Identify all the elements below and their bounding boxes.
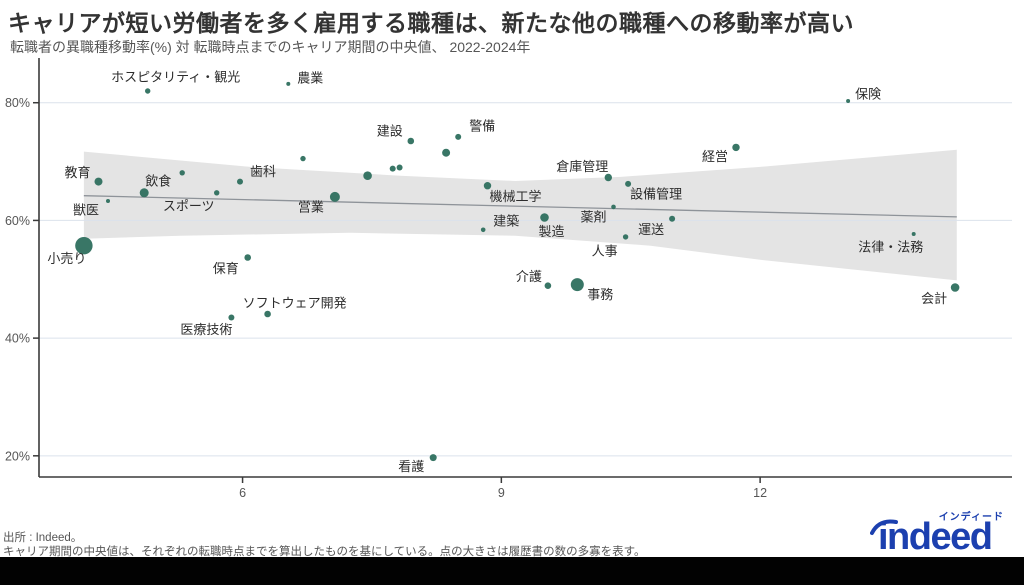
data-point <box>228 314 235 321</box>
y-tick-label: 60% <box>5 214 30 228</box>
data-point <box>483 182 492 190</box>
data-point <box>396 164 403 171</box>
data-point <box>237 178 243 185</box>
data-point <box>480 227 486 233</box>
confidence-band <box>83 149 957 281</box>
point-label: 看護 <box>398 459 424 474</box>
data-point <box>94 177 103 186</box>
data-point <box>244 254 251 261</box>
data-point <box>455 133 462 140</box>
point-label: 建築 <box>493 213 519 228</box>
point-label: 医療技術 <box>180 322 232 337</box>
data-point <box>264 310 271 318</box>
x-tick-label: 6 <box>239 486 246 500</box>
point-label: 薬剤 <box>580 209 606 224</box>
data-point <box>611 204 616 210</box>
point-label: 保険 <box>855 87 881 102</box>
data-point <box>911 232 916 236</box>
data-point <box>544 282 552 290</box>
data-point <box>669 215 676 222</box>
indeed-logo: インディード indeed <box>870 508 1006 558</box>
source-note: 出所 : Indeed。 <box>3 532 83 544</box>
data-point <box>106 199 110 203</box>
indeed-logo-arc-icon <box>870 519 898 535</box>
indeed-logo-katakana: インディード <box>938 512 1004 523</box>
data-point <box>442 148 451 157</box>
point-label: 設備管理 <box>630 186 682 201</box>
point-label: 製造 <box>538 224 564 239</box>
trend-line <box>83 195 957 218</box>
data-point <box>429 454 437 462</box>
point-label: 建設 <box>377 124 403 139</box>
data-point <box>540 213 549 222</box>
point-label: 保育 <box>213 261 239 276</box>
point-label: ホスピタリティ・観光 <box>111 70 240 85</box>
data-point <box>145 88 151 94</box>
y-tick-label: 80% <box>5 96 30 110</box>
point-label: 営業 <box>298 199 324 214</box>
data-point <box>363 171 372 180</box>
data-point <box>625 180 632 187</box>
data-point <box>329 191 340 202</box>
data-point <box>286 81 291 86</box>
point-label: スポーツ <box>163 198 215 213</box>
point-label: 人事 <box>592 243 618 258</box>
indeed-logo-wordmark: indeed <box>878 516 993 558</box>
methodology-note: キャリア期間の中央値は、それぞれの転職時点までを算出したものを基にしている。点の… <box>3 546 646 558</box>
data-point <box>214 190 220 196</box>
data-point <box>75 237 93 255</box>
point-label: 歯科 <box>250 164 276 179</box>
point-label: 小売り <box>47 251 86 266</box>
bottom-bar <box>0 557 1024 585</box>
data-point <box>179 170 185 176</box>
point-label: 法律・法務 <box>858 240 923 255</box>
data-point <box>407 137 415 145</box>
data-point <box>950 283 960 292</box>
point-label: 機械工学 <box>489 189 541 204</box>
point-label: 運送 <box>638 222 664 237</box>
point-label: 事務 <box>587 287 613 302</box>
point-label: 介護 <box>516 269 542 284</box>
y-tick-label: 40% <box>5 332 30 346</box>
point-label: 教育 <box>64 165 90 180</box>
x-tick-label: 12 <box>753 486 767 500</box>
data-point <box>604 173 612 182</box>
chart-title: キャリアが短い労働者を多く雇用する職種は、新たな他の職種への移動率が高い <box>8 10 854 36</box>
data-point <box>570 278 584 292</box>
point-label: 倉庫管理 <box>556 159 608 174</box>
point-label: 警備 <box>469 118 495 133</box>
data-point <box>139 188 149 198</box>
point-label: ソフトウェア開発 <box>243 296 347 311</box>
y-tick-label: 20% <box>5 449 30 463</box>
point-label: 農業 <box>297 70 323 85</box>
point-label: 獣医 <box>73 203 99 218</box>
point-label: 経営 <box>702 149 728 164</box>
data-point <box>732 143 740 152</box>
data-point <box>300 155 306 162</box>
point-label: 会計 <box>921 291 947 306</box>
data-point <box>622 234 629 240</box>
chart-subtitle: 転職者の異職種移動率(%) 対 転職時点までのキャリア期間の中央値、 2022-… <box>10 39 531 55</box>
data-point <box>846 99 851 103</box>
point-label: 飲食 <box>145 173 171 188</box>
data-point <box>389 165 396 172</box>
x-tick-label: 9 <box>498 486 505 500</box>
